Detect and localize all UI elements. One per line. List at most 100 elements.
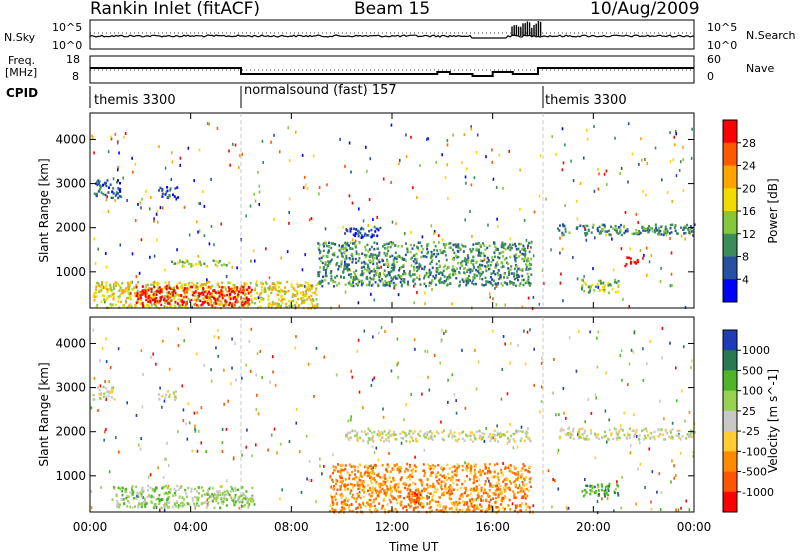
heatmap-cell	[396, 501, 399, 505]
heatmap-pixel	[99, 384, 102, 388]
heatmap-pixel	[641, 158, 643, 162]
heatmap-cell	[620, 427, 623, 431]
heatmap-cell	[451, 477, 454, 481]
heatmap-pixel	[255, 373, 258, 377]
heatmap-cell	[484, 463, 487, 466]
heatmap-pixel	[395, 222, 397, 226]
heatmap-cell	[593, 485, 596, 489]
heatmap-cell	[317, 281, 320, 285]
heatmap-pixel	[396, 363, 398, 367]
heatmap-cell	[581, 278, 584, 282]
heatmap-cell	[689, 432, 692, 436]
heatmap-cell	[370, 504, 373, 508]
heatmap-cell	[260, 289, 263, 292]
heatmap-cell	[339, 480, 342, 483]
heatmap-cell	[472, 509, 475, 513]
heatmap-cell	[246, 298, 249, 302]
heatmap-pixel	[524, 252, 527, 256]
heatmap-cell	[632, 429, 635, 432]
heatmap-pixel	[104, 430, 106, 434]
heatmap-cell	[95, 285, 98, 288]
heatmap-pixel	[252, 249, 255, 253]
heatmap-cell	[369, 475, 372, 479]
heatmap-cell	[385, 281, 388, 285]
heatmap-pixel	[270, 140, 272, 144]
heatmap-cell	[598, 493, 601, 496]
heatmap-pixel	[191, 305, 193, 309]
heatmap-cell	[366, 502, 369, 505]
heatmap-cell	[615, 436, 618, 439]
heatmap-cell	[404, 483, 407, 487]
heatmap-cell	[356, 506, 359, 509]
heatmap-pixel	[447, 400, 449, 404]
heatmap-cell	[112, 486, 115, 489]
heatmap-pixel	[556, 451, 559, 455]
heatmap-pixel	[675, 399, 678, 403]
heatmap-cell	[604, 430, 607, 434]
heatmap-cell	[179, 260, 182, 264]
heatmap-cell	[157, 301, 160, 305]
heatmap-cell	[378, 275, 381, 279]
heatmap-pixel	[413, 338, 416, 342]
heatmap-pixel	[356, 349, 359, 353]
heatmap-cell	[199, 284, 202, 287]
heatmap-cell	[331, 253, 334, 256]
heatmap-cell	[396, 277, 399, 280]
heatmap-pixel	[194, 427, 196, 431]
heatmap-cell	[137, 495, 140, 498]
heatmap-cell	[391, 242, 394, 246]
heatmap-cell	[163, 492, 166, 496]
heatmap-cell	[406, 488, 409, 492]
heatmap-cell	[462, 250, 465, 253]
heatmap-cell	[371, 469, 374, 472]
heatmap-cell	[408, 495, 411, 498]
heatmap-pixel	[498, 153, 501, 157]
heatmap-cell	[397, 465, 400, 469]
heatmap-cell	[135, 283, 138, 287]
heatmap-pixel	[532, 254, 535, 258]
heatmap-cell	[471, 269, 474, 272]
heatmap-cell	[402, 496, 405, 500]
heatmap-cell	[689, 228, 692, 231]
heatmap-cell	[478, 277, 481, 280]
heatmap-cell	[464, 272, 467, 275]
heatmap-pixel	[313, 394, 315, 398]
heatmap-cell	[244, 292, 247, 296]
heatmap-cell	[349, 464, 352, 468]
heatmap-cell	[216, 491, 219, 495]
heatmap-cell	[466, 462, 469, 466]
heatmap-cell	[421, 480, 424, 484]
heatmap-cell	[112, 386, 115, 389]
heatmap-cell	[562, 428, 565, 432]
heatmap-cell	[220, 293, 223, 296]
heatmap-pixel	[455, 399, 457, 403]
heatmap-cell	[375, 257, 378, 260]
heatmap-cell	[150, 303, 153, 307]
heatmap-cell	[523, 259, 526, 263]
heatmap-cell	[467, 494, 470, 497]
heatmap-cell	[380, 483, 383, 486]
heatmap-cell	[388, 284, 391, 288]
heatmap-cell	[482, 499, 485, 502]
heatmap-cell	[509, 281, 512, 284]
heatmap-cell	[503, 281, 506, 284]
heatmap-pixel	[596, 500, 599, 504]
heatmap-cell	[340, 480, 343, 483]
heatmap-cell	[217, 291, 220, 295]
heatmap-cell	[394, 433, 397, 436]
heatmap-pixel	[632, 260, 635, 264]
heatmap-pixel	[488, 292, 491, 296]
heatmap-cell	[478, 271, 481, 275]
heatmap-pixel	[323, 355, 326, 359]
heatmap-cell	[511, 243, 514, 247]
heatmap-cell	[473, 266, 476, 270]
heatmap-cell	[324, 263, 327, 266]
heatmap-cell	[690, 435, 693, 439]
colorbar-tick-label: -500	[742, 466, 767, 479]
heatmap-cell	[617, 279, 620, 283]
heatmap-cell	[354, 473, 357, 476]
heatmap-cell	[436, 471, 439, 474]
heatmap-pixel	[529, 328, 531, 332]
heatmap-cell	[400, 503, 403, 507]
heatmap-cell	[514, 485, 517, 489]
